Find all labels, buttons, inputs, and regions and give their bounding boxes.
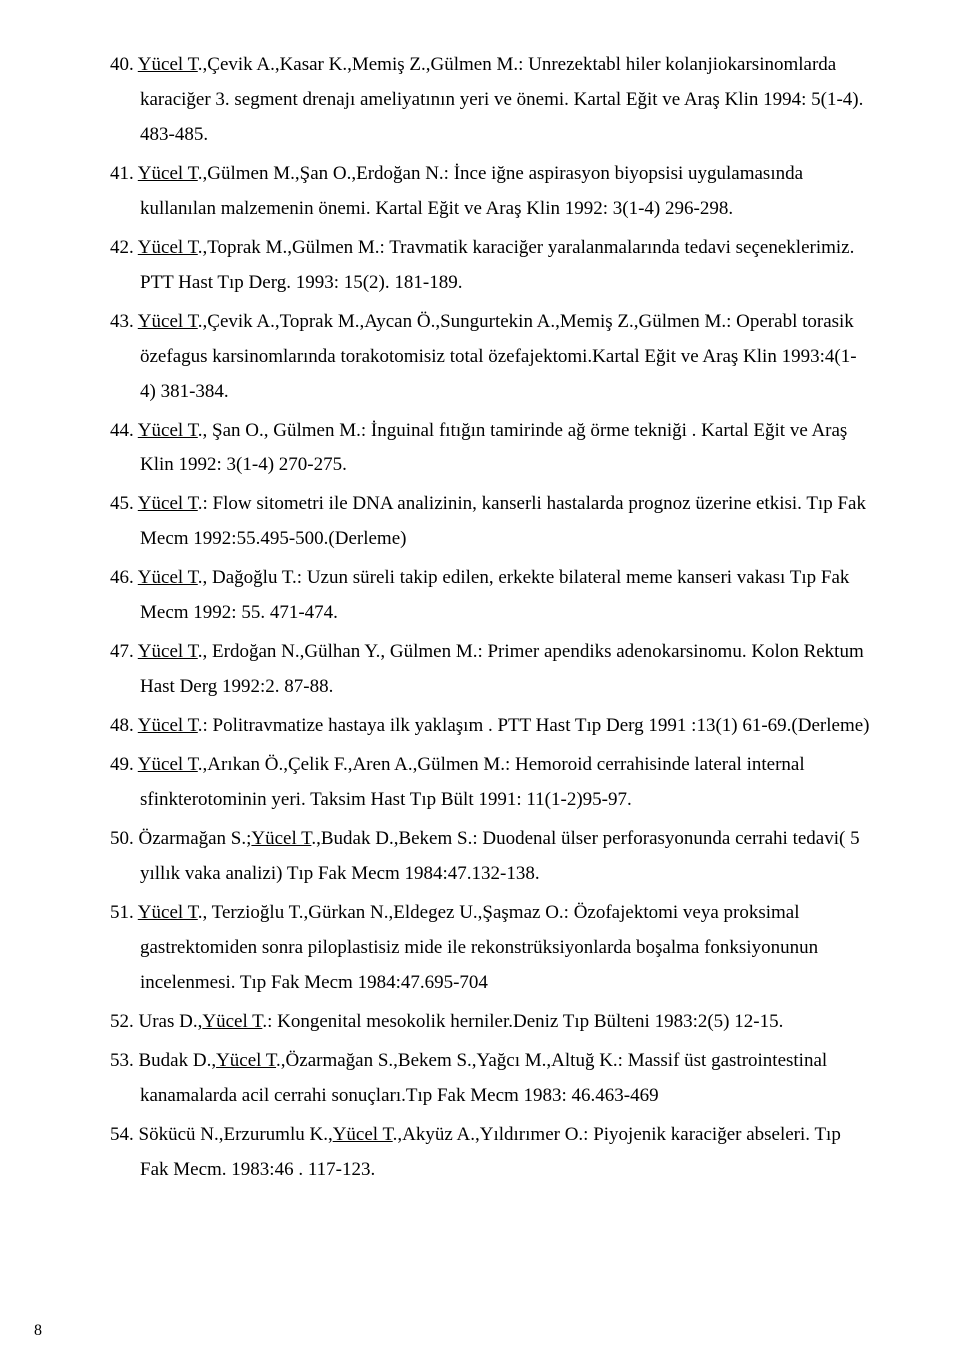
reference-item: 53. Budak D.,Yücel T.,Özarmağan S.,Bekem… (110, 1044, 872, 1114)
reference-number: 52. (110, 1011, 139, 1032)
reference-text: .: Politravmatize hastaya ilk yaklaşım .… (198, 715, 870, 736)
reference-number: 45. (110, 493, 138, 514)
reference-text: .: Kongenital mesokolik herniler.Deniz T… (262, 1011, 783, 1032)
reference-text: Sökücü N.,Erzurumlu K., (139, 1124, 333, 1145)
reference-item: 50. Özarmağan S.;Yücel T.,Budak D.,Bekem… (110, 822, 872, 892)
reference-item: 46. Yücel T., Dağoğlu T.: Uzun süreli ta… (110, 561, 872, 631)
reference-text: .: Flow sitometri ile DNA analizinin, ka… (140, 493, 866, 549)
reference-text: Budak D., (139, 1050, 217, 1071)
reference-item: 54. Sökücü N.,Erzurumlu K.,Yücel T.,Akyü… (110, 1118, 872, 1188)
author-underlined: Yücel T (138, 754, 198, 775)
reference-text: .,Çevik A.,Kasar K.,Memiş Z.,Gülmen M.: … (140, 54, 863, 145)
author-underlined: Yücel T (138, 54, 198, 75)
author-underlined: Yücel T (138, 567, 198, 588)
reference-item: 45. Yücel T.: Flow sitometri ile DNA ana… (110, 487, 872, 557)
author-underlined: Yücel T (202, 1011, 262, 1032)
reference-number: 54. (110, 1124, 139, 1145)
author-underlined: Yücel T (138, 715, 198, 736)
reference-number: 41. (110, 163, 138, 184)
reference-number: 48. (110, 715, 138, 736)
reference-item: 51. Yücel T., Terzioğlu T.,Gürkan N.,Eld… (110, 896, 872, 1001)
reference-item: 43. Yücel T.,Çevik A.,Toprak M.,Aycan Ö.… (110, 305, 872, 410)
author-underlined: Yücel T (138, 420, 198, 441)
author-underlined: Yücel T (138, 493, 198, 514)
reference-text: ., Terzioğlu T.,Gürkan N.,Eldegez U.,Şaş… (140, 902, 818, 993)
reference-text: .,Arıkan Ö.,Çelik F.,Aren A.,Gülmen M.: … (140, 754, 805, 810)
author-underlined: Yücel T (251, 828, 311, 849)
author-underlined: Yücel T (138, 163, 198, 184)
reference-item: 40. Yücel T.,Çevik A.,Kasar K.,Memiş Z.,… (110, 48, 872, 153)
reference-item: 41. Yücel T.,Gülmen M.,Şan O.,Erdoğan N.… (110, 157, 872, 227)
reference-number: 43. (110, 311, 138, 332)
author-underlined: Yücel T (138, 311, 198, 332)
reference-text: Uras D., (139, 1011, 203, 1032)
reference-number: 42. (110, 237, 138, 258)
author-underlined: Yücel T (138, 237, 198, 258)
reference-number: 47. (110, 641, 138, 662)
author-underlined: Yücel T (333, 1124, 393, 1145)
reference-item: 48. Yücel T.: Politravmatize hastaya ilk… (110, 709, 872, 744)
document-page: 40. Yücel T.,Çevik A.,Kasar K.,Memiş Z.,… (0, 0, 960, 1368)
reference-text: ., Dağoğlu T.: Uzun süreli takip edilen,… (140, 567, 849, 623)
reference-item: 44. Yücel T., Şan O., Gülmen M.: İnguina… (110, 414, 872, 484)
reference-item: 52. Uras D.,Yücel T.: Kongenital mesokol… (110, 1005, 872, 1040)
reference-text: .,Çevik A.,Toprak M.,Aycan Ö.,Sungurteki… (140, 311, 857, 402)
reference-text: ., Şan O., Gülmen M.: İnguinal fıtığın t… (140, 420, 847, 476)
author-underlined: Yücel T (138, 902, 198, 923)
reference-text: .,Gülmen M.,Şan O.,Erdoğan N.: İnce iğne… (140, 163, 803, 219)
reference-item: 42. Yücel T.,Toprak M.,Gülmen M.: Travma… (110, 231, 872, 301)
author-underlined: Yücel T (138, 641, 198, 662)
reference-text: ., Erdoğan N.,Gülhan Y., Gülmen M.: Prim… (140, 641, 864, 697)
author-underlined: Yücel T (216, 1050, 276, 1071)
reference-text: .,Toprak M.,Gülmen M.: Travmatik karaciğ… (140, 237, 854, 293)
reference-list: 40. Yücel T.,Çevik A.,Kasar K.,Memiş Z.,… (110, 48, 872, 1188)
reference-number: 40. (110, 54, 138, 75)
reference-item: 49. Yücel T.,Arıkan Ö.,Çelik F.,Aren A.,… (110, 748, 872, 818)
reference-number: 49. (110, 754, 138, 775)
reference-number: 44. (110, 420, 138, 441)
reference-number: 53. (110, 1050, 139, 1071)
reference-number: 46. (110, 567, 138, 588)
reference-item: 47. Yücel T., Erdoğan N.,Gülhan Y., Gülm… (110, 635, 872, 705)
page-number: 8 (34, 1322, 42, 1340)
reference-text: Özarmağan S.; (139, 828, 252, 849)
reference-number: 50. (110, 828, 139, 849)
reference-number: 51. (110, 902, 138, 923)
